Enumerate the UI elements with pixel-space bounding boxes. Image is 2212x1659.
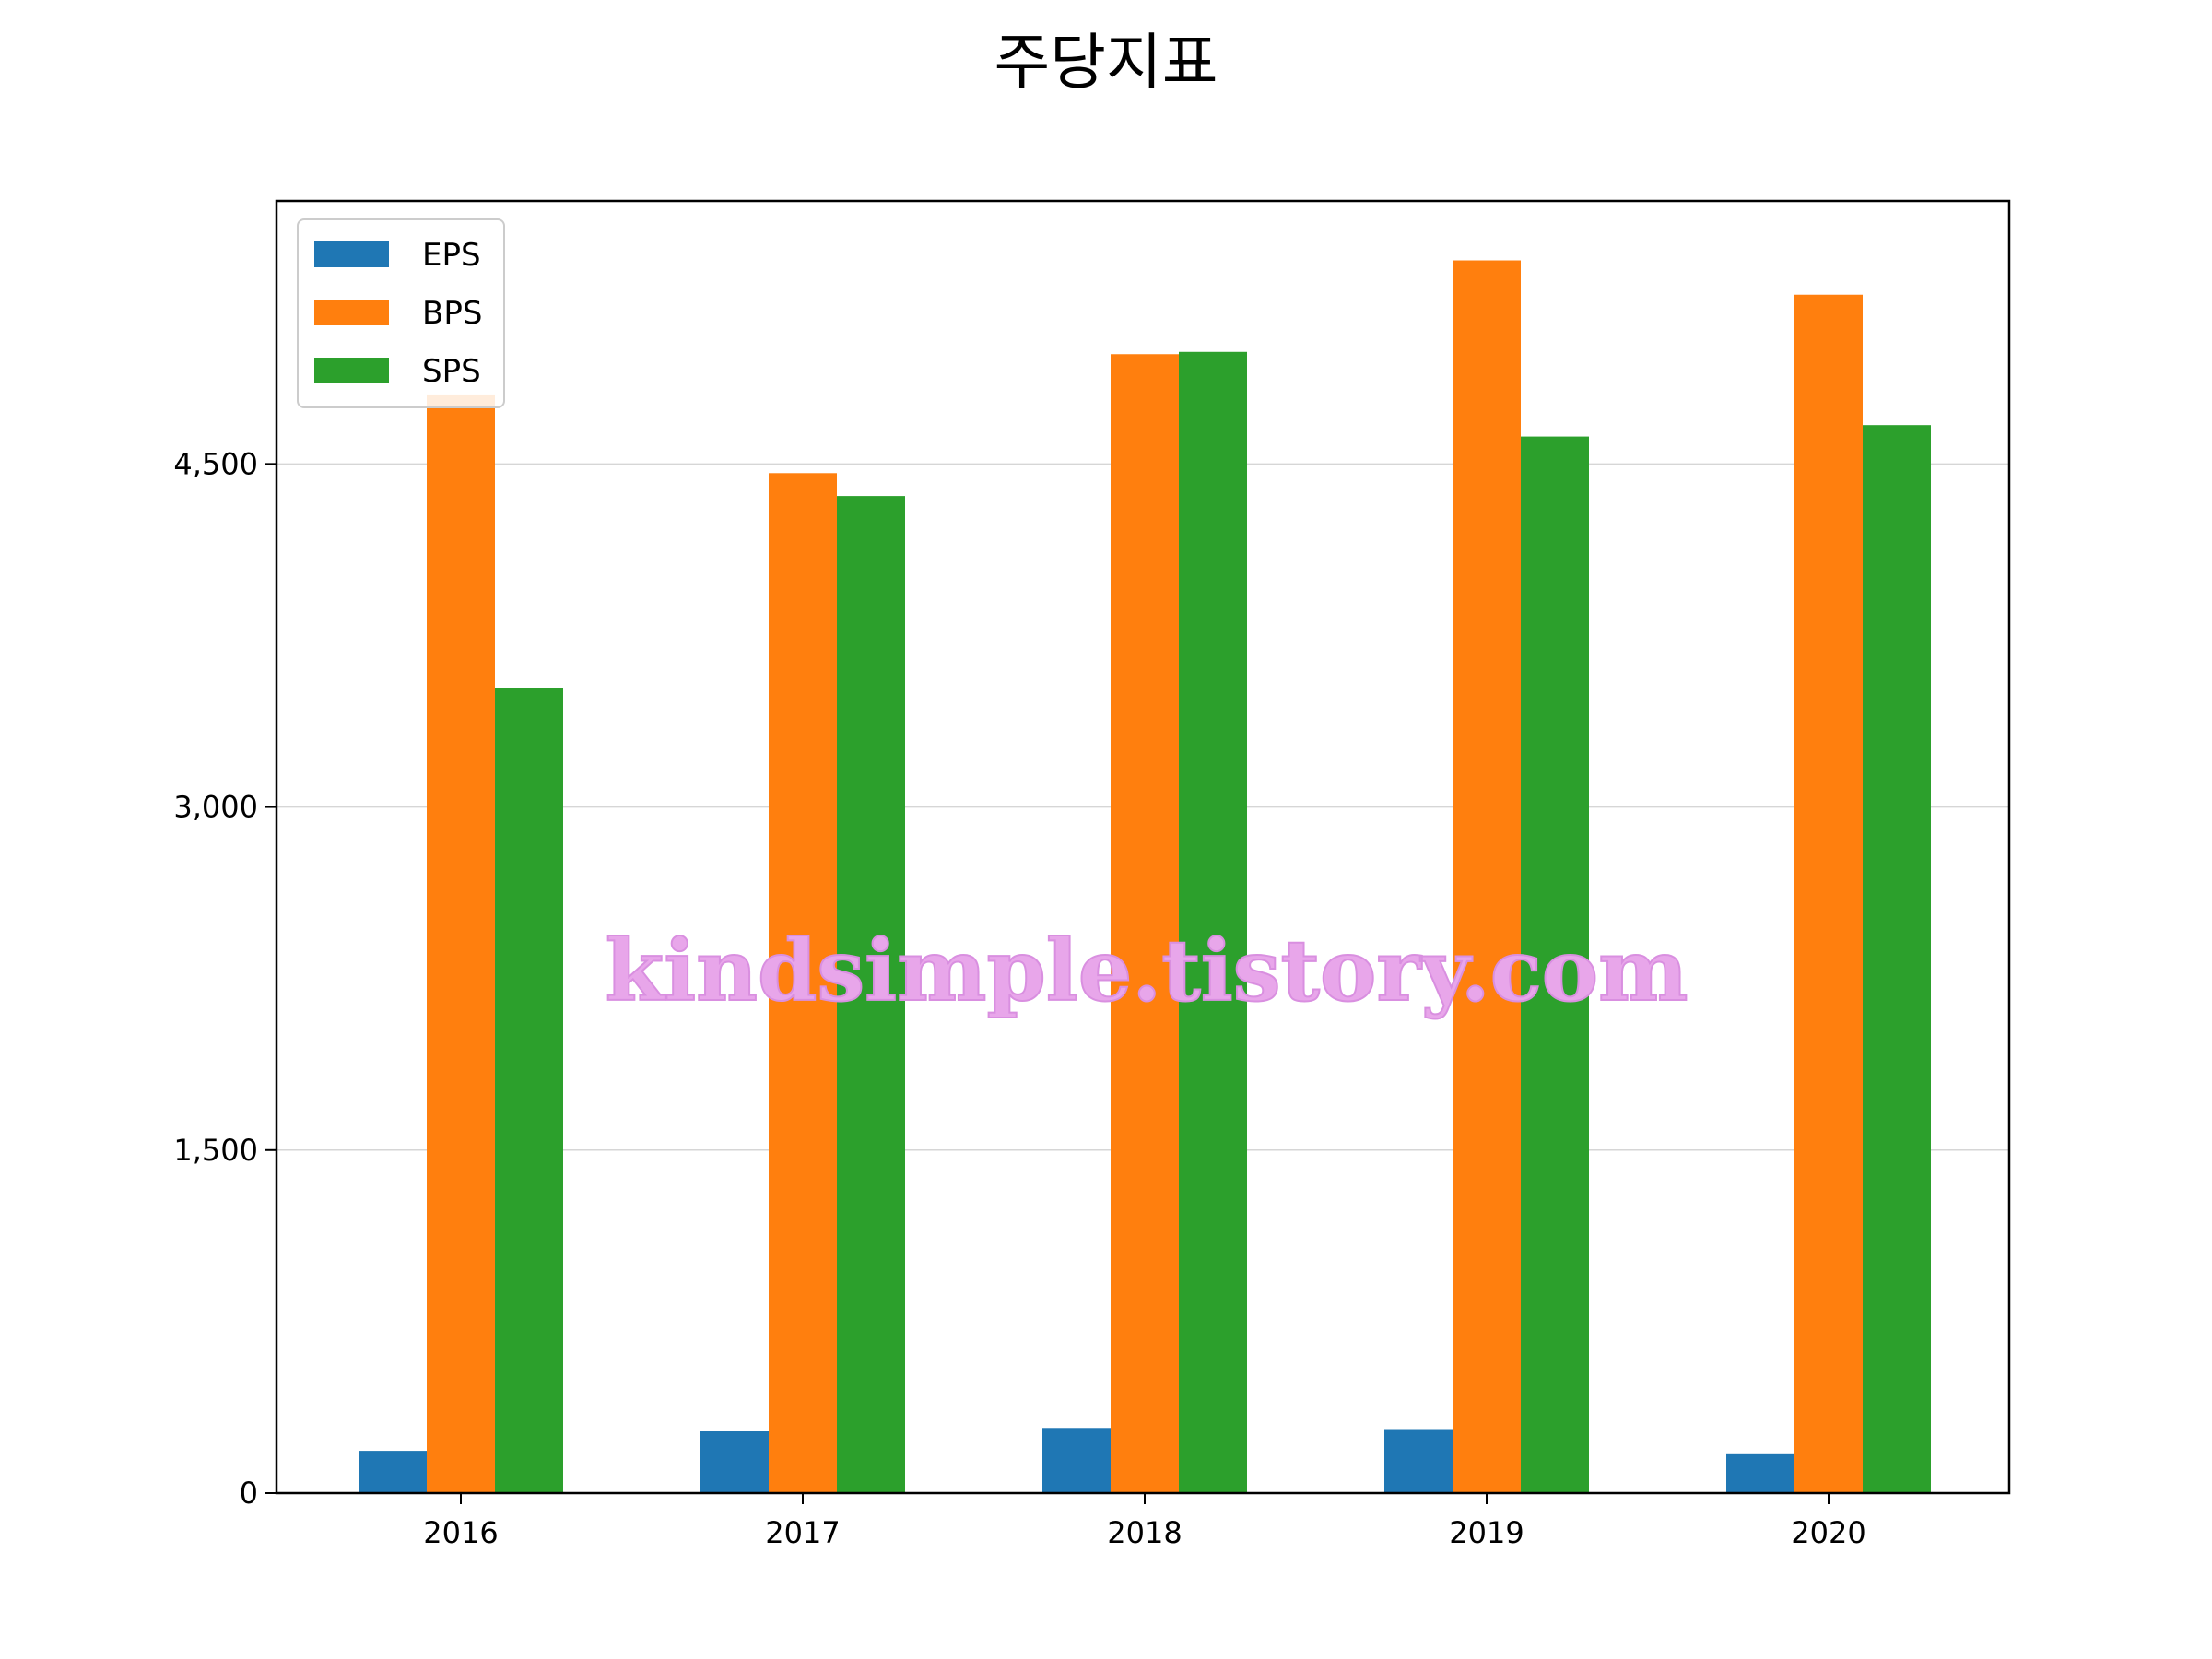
legend-swatch-eps <box>314 241 389 267</box>
y-tick-label: 3,000 <box>173 790 258 825</box>
legend-swatch-bps <box>314 300 389 325</box>
plot-frame <box>275 199 2011 1495</box>
bar-sps-2018 <box>1179 351 1247 1493</box>
x-tick-label: 2019 <box>1449 1515 1524 1550</box>
bar-bps-2016 <box>427 394 495 1493</box>
bar-eps-2018 <box>1042 1428 1111 1493</box>
chart-title: 주당지표 <box>994 27 1218 98</box>
bar-sps-2020 <box>1863 425 1931 1494</box>
bar-bps-2018 <box>1111 354 1179 1493</box>
y-tick-label: 4,500 <box>173 446 258 481</box>
bar-bps-2019 <box>1453 260 1521 1493</box>
x-axis: 2016 2017 2018 2019 2020 <box>423 1493 1866 1550</box>
x-tick-label: 2017 <box>765 1515 840 1550</box>
legend-label-bps: BPS <box>422 295 482 332</box>
bar-eps-2016 <box>359 1451 427 1493</box>
bar-sps-2019 <box>1521 436 1589 1494</box>
bar-sps-2016 <box>495 688 563 1493</box>
bar-eps-2020 <box>1726 1453 1794 1493</box>
legend-label-eps: EPS <box>422 237 481 274</box>
bar-eps-2019 <box>1384 1429 1453 1493</box>
legend-label-sps: SPS <box>422 353 481 390</box>
bars <box>359 260 1931 1494</box>
x-tick-label: 2018 <box>1107 1515 1182 1550</box>
bar-sps-2017 <box>837 496 905 1493</box>
bar-eps-2017 <box>700 1431 769 1493</box>
y-tick-label: 1,500 <box>173 1133 258 1168</box>
y-tick-label: 0 <box>240 1476 258 1511</box>
y-axis: 0 1,500 3,000 4,500 <box>173 446 276 1511</box>
legend-swatch-sps <box>314 358 389 383</box>
legend: EPS BPS SPS <box>297 218 505 408</box>
x-tick-label: 2016 <box>423 1515 498 1550</box>
bar-bps-2020 <box>1794 294 1863 1494</box>
bar-bps-2017 <box>769 473 837 1493</box>
watermark: kindsimple.tistory.com <box>605 921 1688 1020</box>
x-tick-label: 2020 <box>1791 1515 1865 1550</box>
